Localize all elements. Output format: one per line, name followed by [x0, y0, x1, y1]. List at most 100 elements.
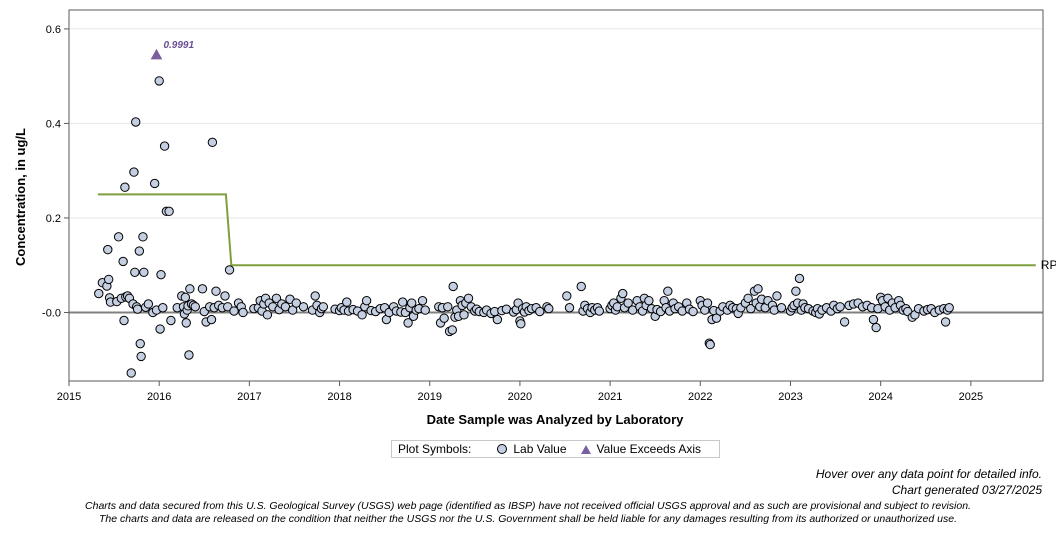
lab-value-point[interactable]	[271, 293, 282, 303]
lab-value-point[interactable]	[623, 298, 633, 308]
lab-value-point[interactable]	[439, 313, 449, 323]
lab-value-point[interactable]	[688, 306, 698, 317]
lab-value-point[interactable]	[791, 286, 801, 296]
y-tick-label: 0.2	[46, 213, 61, 225]
lab-value-point[interactable]	[224, 265, 235, 275]
lab-value-point[interactable]	[291, 298, 301, 308]
chart-area: -0.0 0.2 0.4 0.6 2015 2016 2017 2018 2019 2020 202…	[13, 9, 1056, 427]
rpt-level-path	[97, 193, 1036, 267]
lab-value-point[interactable]	[156, 269, 166, 280]
lab-value-point[interactable]	[159, 141, 170, 151]
lab-value-point[interactable]	[211, 286, 221, 296]
lab-value-point[interactable]	[576, 281, 586, 292]
lab-value-point[interactable]	[139, 267, 149, 277]
lab-value-point[interactable]	[134, 246, 145, 256]
lab-value-point[interactable]	[940, 317, 951, 327]
lab-value-point[interactable]	[342, 297, 352, 307]
lab-value-point[interactable]	[138, 232, 148, 242]
lab-value-point[interactable]	[447, 325, 457, 335]
lab-value-point[interactable]	[562, 291, 572, 301]
lab-value-point[interactable]	[407, 298, 417, 308]
value-exceeds-axis-point[interactable]	[150, 48, 163, 60]
lab-value-point[interactable]	[143, 299, 154, 309]
lab-value-point[interactable]	[776, 303, 787, 313]
lab-value-point[interactable]	[197, 284, 208, 294]
lab-value-point[interactable]	[166, 315, 176, 326]
lab-value-point[interactable]	[149, 178, 160, 189]
lab-value-point[interactable]	[746, 303, 756, 314]
grid-lines	[69, 28, 1043, 314]
lab-value-point[interactable]	[618, 288, 628, 299]
lab-value-point[interactable]	[154, 76, 164, 86]
lab-value-point[interactable]	[871, 322, 881, 333]
legend-item-lab-value: Lab Value	[513, 442, 567, 456]
lab-value-point[interactable]	[417, 295, 428, 306]
lab-value-point[interactable]	[220, 291, 230, 301]
lab-value-point[interactable]	[181, 318, 191, 328]
lab-value-point[interactable]	[120, 182, 130, 192]
lab-value-point[interactable]	[944, 303, 954, 313]
lab-value-point[interactable]	[516, 319, 526, 329]
lab-value-point[interactable]	[397, 297, 408, 307]
lab-value-point[interactable]	[459, 310, 469, 320]
lab-value-point[interactable]	[126, 368, 136, 378]
exceeds-value-label: 0.9991	[163, 40, 194, 51]
lab-value-point[interactable]	[184, 350, 194, 360]
lab-value-point[interactable]	[310, 291, 320, 301]
lab-value-point[interactable]	[868, 314, 879, 325]
lab-value-point[interactable]	[443, 302, 453, 312]
y-axis-title: Concentration, in ug/L	[13, 128, 28, 266]
lab-value-point[interactable]	[743, 293, 753, 303]
lab-value-point[interactable]	[463, 293, 474, 303]
disclaimer-line-2: The charts and data are released on the …	[99, 513, 957, 525]
lab-value-point[interactable]	[118, 256, 128, 267]
lab-value-point[interactable]	[164, 206, 174, 217]
lab-value-point[interactable]	[158, 303, 168, 313]
lab-value-point[interactable]	[229, 306, 239, 316]
lab-value-point[interactable]	[129, 167, 139, 177]
lab-value-point[interactable]	[702, 298, 713, 308]
lab-value-point[interactable]	[420, 305, 430, 315]
lab-value-point[interactable]	[130, 267, 140, 277]
lab-value-point[interactable]	[794, 273, 805, 284]
lab-value-point[interactable]	[839, 317, 850, 327]
lab-value-point[interactable]	[448, 281, 458, 292]
lab-value-point[interactable]	[206, 314, 217, 325]
lab-value-point[interactable]	[103, 274, 114, 285]
lab-value-point[interactable]	[262, 310, 273, 320]
lab-value-point[interactable]	[564, 303, 575, 313]
lab-value-point[interactable]	[492, 314, 503, 325]
lab-value-point[interactable]	[103, 244, 113, 255]
lab-value-point[interactable]	[835, 302, 845, 312]
lab-value-point[interactable]	[207, 137, 218, 148]
lab-value-point[interactable]	[361, 295, 372, 306]
lab-value-point[interactable]	[705, 339, 715, 350]
lab-value-point[interactable]	[644, 295, 654, 306]
lab-value-point[interactable]	[131, 117, 141, 127]
lab-value-point[interactable]	[155, 324, 165, 334]
lab-value-point[interactable]	[119, 315, 129, 326]
lab-value-point[interactable]	[190, 302, 200, 312]
lab-value-point[interactable]	[663, 286, 673, 296]
lab-value-point[interactable]	[357, 310, 367, 320]
lab-value-point[interactable]	[94, 288, 104, 299]
lab-value-point[interactable]	[185, 284, 195, 294]
lab-value-point[interactable]	[535, 306, 545, 317]
lab-value-point[interactable]	[403, 318, 413, 328]
lab-value-point[interactable]	[135, 338, 145, 349]
lab-value-point[interactable]	[594, 306, 604, 316]
lab-value-point[interactable]	[298, 302, 309, 312]
lab-value-point[interactable]	[132, 304, 143, 314]
lab-value-point[interactable]	[136, 351, 146, 362]
rpt-level-label: RPT Level	[1041, 258, 1056, 272]
lab-value-point[interactable]	[113, 232, 124, 242]
lab-value-point[interactable]	[180, 292, 191, 303]
lab-value-point[interactable]	[318, 302, 329, 312]
lab-value-series	[94, 76, 954, 378]
lab-value-point[interactable]	[772, 291, 782, 301]
lab-value-point[interactable]	[223, 302, 233, 312]
lab-value-point[interactable]	[753, 284, 763, 294]
disclaimer: Charts and data secured from this U.S. G…	[0, 500, 1056, 526]
lab-value-point[interactable]	[544, 303, 554, 314]
lab-value-point[interactable]	[238, 307, 248, 318]
